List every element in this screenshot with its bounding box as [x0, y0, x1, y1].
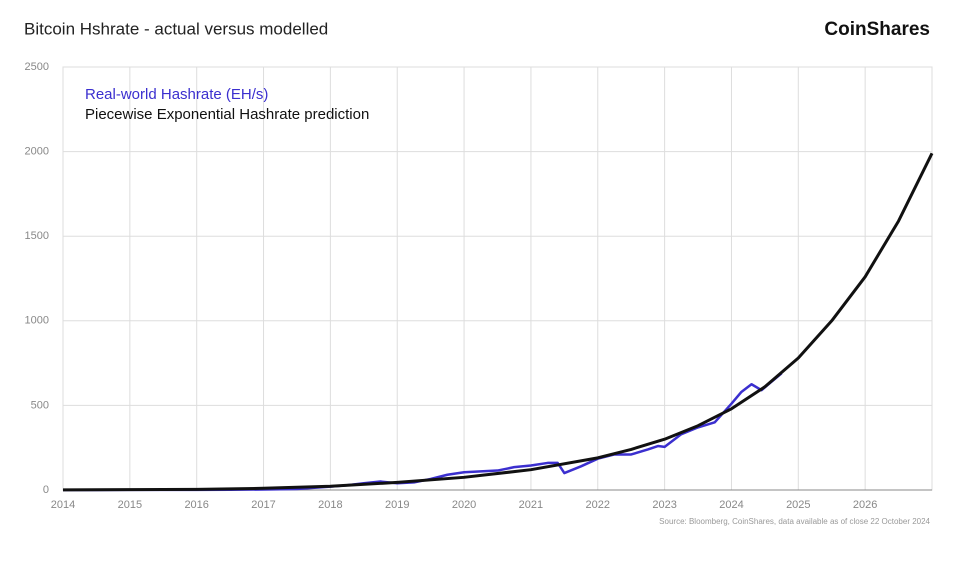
x-tick-label: 2019 [385, 499, 409, 511]
y-tick-label: 1000 [25, 315, 49, 327]
legend-entry: Real-world Hashrate (EH/s) [85, 86, 268, 103]
legend-entry: Piecewise Exponential Hashrate predictio… [85, 106, 369, 123]
x-tick-label: 2016 [184, 499, 208, 511]
plot-frame [62, 66, 933, 491]
y-tick-label: 0 [43, 484, 49, 496]
brand: CoinShares [824, 19, 930, 40]
x-tick-label: 2022 [586, 499, 610, 511]
y-tick-label: 2000 [25, 146, 49, 158]
x-tick-label: 2024 [719, 499, 743, 511]
y-tick-label: 1500 [25, 230, 49, 242]
y-tick-label: 2500 [25, 61, 49, 73]
x-tick-label: 2018 [318, 499, 342, 511]
x-tick-label: 2020 [452, 499, 476, 511]
series-line [62, 152, 934, 492]
x-tick-label: 2014 [51, 499, 75, 511]
x-tick-label: 2017 [251, 499, 275, 511]
chart-title: Bitcoin Hshrate - actual versus modelled [24, 19, 328, 38]
source-note: Source: Bloomberg, CoinShares, data avai… [659, 517, 930, 526]
x-tick-label: 2021 [519, 499, 543, 511]
x-tick-label: 2023 [652, 499, 676, 511]
x-tick-label: 2015 [118, 499, 142, 511]
y-tick-label: 500 [31, 399, 49, 411]
x-tick-label: 2026 [853, 499, 877, 511]
x-tick-label: 2025 [786, 499, 810, 511]
series-line [62, 372, 783, 492]
